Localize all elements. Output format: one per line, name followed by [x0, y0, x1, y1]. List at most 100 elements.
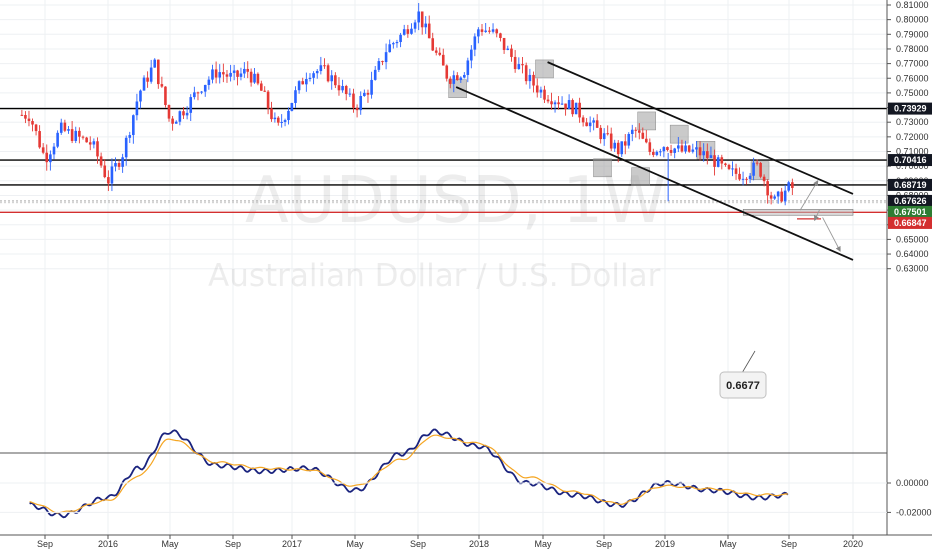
candle-body — [260, 83, 263, 91]
candle-body — [734, 168, 738, 174]
price-tick-label: 0.64000 — [896, 249, 929, 259]
candle-body — [56, 132, 59, 147]
candle-body — [445, 65, 449, 79]
candle-body — [20, 114, 24, 116]
candle-body — [724, 163, 727, 165]
candle-body — [31, 121, 34, 125]
candle-body — [337, 85, 341, 91]
candle-body — [691, 149, 695, 152]
candle-body — [698, 147, 702, 156]
candle-body — [609, 133, 613, 149]
time-tick-label: May — [719, 539, 737, 549]
candle-body — [543, 89, 546, 100]
projection-arrow[interactable] — [814, 209, 820, 222]
candle-body — [96, 141, 99, 157]
candle-body — [74, 130, 78, 141]
indicator-tick-label: -0.02000 — [896, 507, 932, 517]
highlight-box[interactable] — [593, 158, 612, 178]
candle-body — [45, 152, 49, 163]
candle-body — [330, 75, 334, 82]
candle-body — [473, 36, 477, 50]
candle-body — [392, 43, 395, 45]
candle-body — [524, 65, 528, 82]
candle-body — [308, 77, 312, 79]
time-tick-label: Sep — [781, 539, 797, 549]
candle-body — [564, 103, 567, 110]
support-zone[interactable] — [742, 209, 854, 216]
candle-body — [256, 73, 260, 84]
candle-body — [706, 151, 709, 159]
candle-body — [270, 108, 273, 120]
candle-body — [85, 137, 88, 143]
highlight-box[interactable] — [669, 124, 689, 144]
price-tick-label: 0.77000 — [896, 59, 929, 69]
candle-body — [499, 33, 502, 38]
candle-body — [567, 100, 571, 110]
candle-body — [578, 102, 581, 118]
candle-body — [225, 74, 229, 77]
trend-channel[interactable] — [455, 61, 854, 261]
candle-body — [273, 117, 277, 120]
candle-body — [280, 121, 283, 123]
highlight-box[interactable] — [637, 111, 656, 131]
candle-body — [370, 79, 373, 95]
candle-body — [381, 61, 384, 63]
projection-arrow[interactable] — [799, 180, 819, 211]
price-tick-label: 0.65000 — [896, 234, 929, 244]
projection-arrows[interactable] — [799, 180, 841, 252]
candle-body — [620, 141, 624, 155]
candle-body — [745, 178, 748, 180]
candle-body — [709, 155, 713, 159]
candle-body — [344, 85, 348, 95]
candle-body — [477, 29, 480, 37]
candle-body — [283, 120, 287, 122]
horizontal-levels[interactable] — [0, 107, 887, 214]
candlestick-series — [20, 3, 794, 206]
candle-body — [410, 28, 413, 34]
price-callout[interactable]: 0.6677 — [719, 350, 767, 399]
candle-body — [239, 73, 243, 77]
candle-body — [588, 122, 592, 127]
candle-body — [466, 60, 470, 75]
channel-line[interactable] — [547, 61, 854, 195]
time-axis[interactable]: Sep 2016 May Sep 2017 May Sep 2018 May Sep 2019 May… — [37, 535, 863, 549]
candle-body — [373, 69, 377, 80]
time-grid — [44, 0, 854, 535]
candle-body — [263, 90, 267, 92]
candle-body — [63, 122, 67, 131]
candle-body — [193, 92, 196, 98]
candle-body — [182, 111, 185, 116]
candle-body — [171, 118, 174, 124]
time-tick-label: May — [346, 539, 364, 549]
candle-body — [305, 78, 308, 85]
candle-body — [249, 71, 253, 83]
candle-body — [662, 147, 666, 152]
candle-body — [553, 102, 557, 105]
candle-body — [114, 163, 117, 167]
channel-line[interactable] — [455, 86, 854, 261]
candle-body — [741, 178, 745, 180]
candle-body — [232, 70, 236, 73]
callout-text: 0.6677 — [726, 380, 760, 392]
time-tick-label: 2017 — [282, 539, 302, 549]
price-tick-label: 0.79000 — [896, 29, 929, 39]
candle-body — [81, 136, 85, 138]
candle-body — [769, 195, 773, 199]
candle-body — [463, 74, 466, 78]
candle-body — [755, 162, 759, 164]
candle-body — [253, 73, 256, 83]
candle-body — [294, 90, 297, 103]
candle-body — [630, 129, 634, 134]
time-tick-label: Sep — [225, 539, 241, 549]
candle-body — [574, 102, 578, 115]
candle-body — [488, 30, 491, 32]
candle-body — [759, 162, 762, 177]
candle-body — [627, 133, 631, 146]
candle-body — [413, 22, 417, 29]
candle-body — [528, 74, 532, 82]
indicator-line-main — [29, 428, 789, 519]
projection-arrow[interactable] — [822, 217, 841, 252]
highlight-box[interactable] — [535, 59, 554, 79]
candle-body — [606, 133, 609, 135]
